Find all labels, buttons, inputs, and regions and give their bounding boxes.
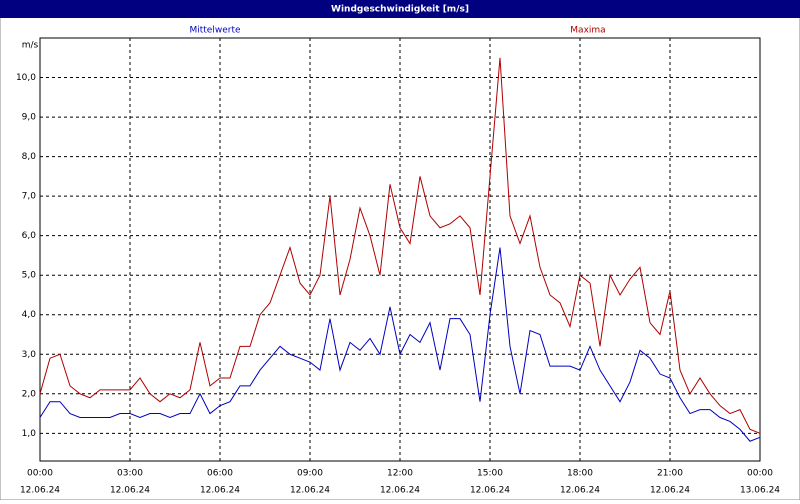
y-tick-label: 8,0 — [22, 152, 37, 162]
chart-title: Windgeschwindigkeit [m/s] — [331, 5, 469, 15]
x-tick-label: 21:00 — [657, 469, 683, 479]
y-tick-label: 10,0 — [16, 73, 36, 83]
x-tick-label: 00:00 — [27, 469, 53, 479]
x-tick-date: 12.06.24 — [560, 486, 600, 496]
x-tick-label: 15:00 — [477, 469, 503, 479]
y-tick-label: 7,0 — [22, 192, 37, 202]
x-tick-label: 09:00 — [297, 469, 323, 479]
x-tick-label: 18:00 — [567, 469, 593, 479]
y-tick-label: 6,0 — [22, 231, 37, 241]
legend-entry: Mittelwerte — [189, 26, 240, 36]
title-bar — [0, 0, 800, 18]
data-line — [39, 247, 761, 442]
x-tick-date: 12.06.24 — [290, 486, 330, 496]
legend-entry: Maxima — [570, 26, 605, 36]
x-tick-date: 12.06.24 — [110, 486, 150, 496]
x-tick-label: 00:00 — [747, 469, 773, 479]
y-tick-label: 3,0 — [22, 350, 37, 360]
plot-frame — [39, 37, 761, 462]
x-tick-label: 12:00 — [387, 469, 413, 479]
x-tick-label: 06:00 — [207, 469, 233, 479]
x-tick-date: 12.06.24 — [380, 486, 420, 496]
data-line — [39, 57, 761, 434]
y-tick-label: 5,0 — [22, 271, 37, 281]
x-tick-date: 12.06.24 — [470, 486, 510, 496]
x-tick-date: 13.06.24 — [740, 486, 780, 496]
y-tick-label: 4,0 — [22, 310, 37, 320]
y-tick-label: 9,0 — [22, 113, 37, 123]
x-tick-date: 12.06.24 — [20, 486, 60, 496]
y-tick-label: 2,0 — [22, 389, 37, 399]
x-tick-date: 12.06.24 — [650, 486, 690, 496]
x-tick-date: 12.06.24 — [200, 486, 240, 496]
x-tick-label: 03:00 — [117, 469, 143, 479]
y-tick-label: 1,0 — [22, 429, 37, 439]
y-unit: m/s — [22, 41, 39, 51]
